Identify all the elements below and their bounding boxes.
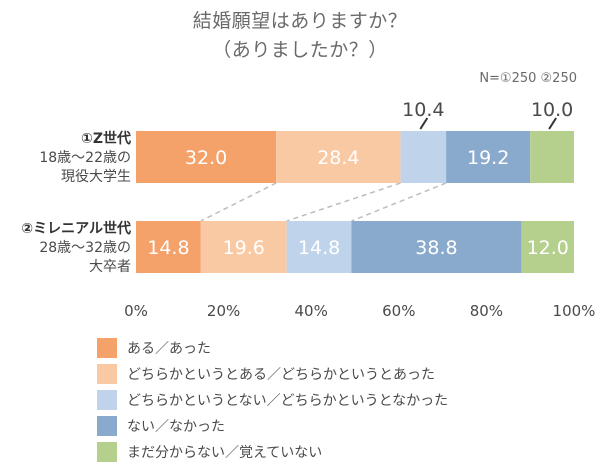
data-label: 19.2 bbox=[467, 147, 509, 169]
x-tick-label: 80% bbox=[470, 302, 503, 320]
legend-label: ない／なかった bbox=[127, 419, 225, 435]
category-label: 大卒者 bbox=[89, 259, 131, 275]
legend-item: どちらかというとある／どちらかというとあった bbox=[97, 361, 448, 387]
x-tick-label: 0% bbox=[124, 302, 148, 320]
category-label: ②ミレニアル世代 bbox=[21, 220, 131, 237]
chart-title-line-1: 結婚願望はありますか？ bbox=[192, 10, 408, 32]
bar-segment bbox=[276, 131, 401, 183]
chart-legend: ある／あったどちらかというとある／どちらかというとあった どちらかというとない／ど… bbox=[97, 335, 448, 465]
data-label: 14.8 bbox=[147, 237, 189, 259]
legend-item: まだ分からない／覚えていない bbox=[97, 439, 448, 465]
connector-line bbox=[286, 182, 401, 222]
data-label: 28.4 bbox=[317, 147, 359, 169]
bar-segment bbox=[530, 131, 574, 183]
legend-swatch bbox=[97, 442, 117, 462]
category-label: 28歳〜32歳の bbox=[39, 240, 131, 256]
legend-item: ない／なかった bbox=[97, 413, 448, 439]
x-tick-label: 100% bbox=[553, 302, 596, 320]
bar-segment bbox=[136, 131, 277, 183]
data-label: 14.8 bbox=[298, 237, 340, 259]
data-label: 19.6 bbox=[223, 237, 265, 259]
connector-line bbox=[200, 182, 277, 222]
data-label-leader bbox=[419, 117, 429, 130]
legend-item: どちらかというとない／どちらかというとなかった bbox=[97, 387, 448, 413]
bar-segment bbox=[521, 221, 574, 273]
x-tick-label: 60% bbox=[382, 302, 415, 320]
legend-label: どちらかというとない／どちらかというとなかった bbox=[127, 393, 449, 409]
legend-swatch bbox=[97, 364, 117, 384]
legend-label: どちらかというとある／どちらかというとあった bbox=[127, 367, 435, 383]
legend-swatch bbox=[97, 390, 117, 410]
bar-segment bbox=[400, 131, 447, 183]
category-label: 18歳〜22歳の bbox=[39, 150, 131, 166]
data-label-leader bbox=[548, 117, 557, 130]
legend-label: まだ分からない／覚えていない bbox=[127, 445, 323, 461]
bar-segment bbox=[200, 221, 287, 273]
data-label: 10.0 bbox=[531, 99, 573, 121]
data-label: 32.0 bbox=[185, 147, 227, 169]
legend-label: ある／あった bbox=[127, 341, 211, 357]
x-tick-label: 20% bbox=[207, 302, 240, 320]
bar-segment bbox=[351, 221, 522, 273]
legend-swatch bbox=[97, 338, 117, 358]
chart-title-line-2: （ありましたか？） bbox=[212, 39, 388, 61]
data-label: 12.0 bbox=[527, 237, 569, 259]
x-tick-label: 40% bbox=[295, 302, 328, 320]
connector-line bbox=[351, 182, 447, 222]
sample-size-note: N=①250 ②250 bbox=[479, 71, 577, 86]
legend-item: ある／あった bbox=[97, 335, 448, 361]
category-label: 現役大学生 bbox=[61, 169, 131, 185]
bar-segment bbox=[136, 221, 201, 273]
category-label: ①Z世代 bbox=[81, 130, 131, 147]
data-label: 38.8 bbox=[415, 237, 457, 259]
data-label: 10.4 bbox=[402, 99, 444, 121]
bar-segment bbox=[446, 131, 531, 183]
bar-segment bbox=[286, 221, 352, 273]
legend-swatch bbox=[97, 416, 117, 436]
